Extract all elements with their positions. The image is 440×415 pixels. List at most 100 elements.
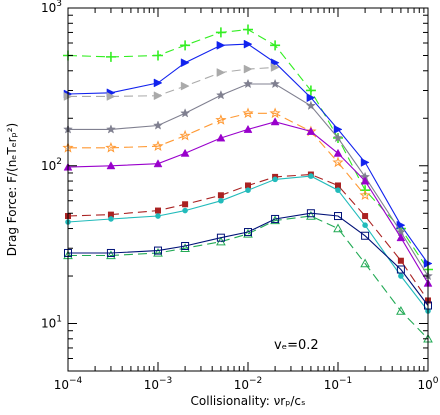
series-line <box>67 121 429 284</box>
series-line <box>67 175 429 312</box>
x-tick-label: 10−1 <box>324 376 353 392</box>
y-tick-label-base: 10 <box>41 1 56 15</box>
data-point <box>362 213 369 220</box>
x-axis-label: Collisionality: νrₚ/cₛ <box>191 394 306 408</box>
ticks-layer <box>67 7 429 372</box>
data-point <box>243 124 253 133</box>
series-line <box>67 43 429 264</box>
data-point <box>106 248 115 257</box>
data-point <box>360 158 370 167</box>
data-point <box>244 228 252 237</box>
data-point <box>215 27 226 38</box>
data-point <box>182 201 189 208</box>
data-point <box>215 89 226 100</box>
series-line <box>68 112 366 196</box>
data-point <box>216 133 226 142</box>
data-point <box>153 50 163 61</box>
data-point <box>396 265 405 274</box>
data-point <box>335 182 341 189</box>
data-point <box>243 39 253 49</box>
data-point <box>153 78 163 88</box>
x-tick-label: 100 <box>417 376 438 392</box>
x-tick-label-exp: −2 <box>249 376 262 386</box>
x-tick-label-exp: −1 <box>339 376 352 386</box>
series-1 <box>63 39 433 268</box>
data-point <box>334 212 342 221</box>
data-point <box>333 132 343 143</box>
data-point <box>396 233 406 242</box>
x-tick-label-base: 10 <box>417 378 432 392</box>
data-point <box>215 114 227 125</box>
y-tick-label-exp: 2 <box>56 157 62 167</box>
x-tick-label-base: 10 <box>324 378 339 392</box>
plot-frame <box>67 7 429 372</box>
series-3 <box>63 78 433 281</box>
data-point <box>180 243 190 252</box>
series-7 <box>65 173 431 314</box>
data-point <box>106 92 116 101</box>
data-point <box>243 228 253 238</box>
series-line <box>68 215 429 340</box>
data-point <box>335 187 341 193</box>
x-tick-label: 10−2 <box>234 376 263 392</box>
data-point <box>306 211 316 220</box>
data-point <box>242 107 254 119</box>
data-point <box>153 247 163 257</box>
data-point <box>396 305 406 315</box>
data-point <box>245 182 251 189</box>
data-point <box>182 207 188 214</box>
data-point <box>180 148 190 157</box>
y-tick-label-base: 10 <box>41 317 56 331</box>
data-point <box>153 159 163 168</box>
data-point <box>154 246 162 255</box>
x-tick-label: 10−3 <box>144 376 173 392</box>
data-point <box>216 233 225 242</box>
data-point <box>107 211 114 218</box>
data-point <box>181 241 190 250</box>
data-point <box>269 107 281 119</box>
y-tick-label: 103 <box>41 0 62 15</box>
x-tick-label-base: 10 <box>234 378 249 392</box>
data-point <box>360 258 370 268</box>
data-point <box>270 117 280 126</box>
series-line <box>68 212 429 306</box>
data-point <box>153 120 163 130</box>
data-point <box>333 223 343 233</box>
data-point <box>180 58 190 68</box>
data-point <box>243 78 253 89</box>
data-point <box>179 129 191 141</box>
data-point <box>270 78 281 89</box>
data-point <box>361 231 370 240</box>
data-point <box>308 173 314 179</box>
x-tick-label-base: 10 <box>54 378 69 392</box>
data-point <box>108 216 114 222</box>
x-tick-label-exp: −4 <box>69 376 83 386</box>
data-point <box>155 207 161 214</box>
data-point <box>362 222 368 228</box>
data-point <box>155 213 161 219</box>
series-2 <box>63 63 280 101</box>
data-point <box>243 24 253 35</box>
series-line <box>67 173 429 301</box>
data-point <box>306 126 316 135</box>
data-point <box>153 91 163 101</box>
data-point <box>216 68 226 77</box>
data-point <box>180 81 190 91</box>
data-point <box>332 156 344 168</box>
data-point <box>306 93 316 103</box>
x-tick-label-exp: −3 <box>159 376 172 386</box>
x-tick-label-exp: 0 <box>433 376 439 386</box>
series-line <box>68 83 429 277</box>
data-point <box>333 148 343 157</box>
y-tick-label: 102 <box>41 157 62 173</box>
data-point <box>359 189 371 201</box>
y-tick-label-exp: 3 <box>56 0 62 9</box>
annotation: vₑ=0.2 <box>274 338 319 353</box>
data-point <box>180 108 191 118</box>
data-point <box>216 40 226 50</box>
data-point <box>105 51 116 62</box>
x-tick-label-base: 10 <box>144 378 159 392</box>
y-tick-label: 101 <box>41 315 62 331</box>
series-layer <box>62 24 433 343</box>
